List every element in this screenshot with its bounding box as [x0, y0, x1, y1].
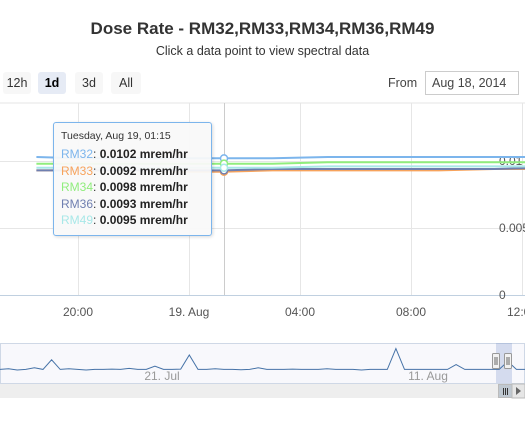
x-tick-label: 19. Aug — [169, 305, 210, 319]
chart-subtitle: Click a data point to view spectral data — [155, 44, 370, 58]
from-date-input[interactable]: Aug 18, 2014 — [425, 71, 519, 95]
tooltip-series-value: 0.0098 mrem/hr — [99, 180, 188, 194]
navigator-tick-label: 21. Jul — [144, 369, 179, 383]
tooltip-row-rm32: RM32: 0.0102 mrem/hr — [61, 146, 204, 163]
tooltip-series-name: RM49 — [61, 213, 94, 227]
scroll-right-arrow-icon — [516, 387, 521, 395]
x-tick-label: 08:00 — [396, 305, 426, 319]
from-label: From — [388, 76, 418, 90]
zoom-all-button[interactable]: All — [111, 72, 141, 94]
navigator-handle-right[interactable] — [504, 353, 512, 369]
tooltip-series-value: 0.0102 mrem/hr — [99, 147, 188, 161]
tooltip-separator: : — [93, 180, 100, 194]
tooltip-row-rm36: RM36: 0.0093 mrem/hr — [61, 196, 204, 213]
navigator-frame — [0, 343, 525, 384]
x-tick-label: 20:00 — [63, 305, 93, 319]
hover-marker-rm49 — [219, 163, 229, 172]
data-tooltip: Tuesday, Aug 19, 01:15 RM32: 0.0102 mrem… — [53, 122, 212, 236]
tooltip-series-value: 0.0095 mrem/hr — [99, 213, 188, 227]
tooltip-series-value: 0.0092 mrem/hr — [99, 163, 188, 178]
tooltip-series-name: RM34 — [61, 180, 94, 194]
tooltip-header: Tuesday, Aug 19, 01:15 — [61, 130, 171, 142]
tooltip-row-rm34: RM34: 0.0098 mrem/hr — [61, 179, 204, 196]
tooltip-separator: : — [93, 213, 100, 227]
tooltip-series-value: 0.0093 mrem/hr — [99, 196, 188, 211]
zoom-1d-button[interactable]: 1d — [38, 72, 66, 94]
navigator-tick-label: 11. Aug — [408, 369, 448, 383]
chart-title: Dose Rate - RM32,RM33,RM34,RM36,RM49 — [90, 19, 435, 38]
y-tick-label: 0 — [499, 288, 506, 302]
x-tick-label: 12:00 — [507, 305, 525, 319]
tooltip-series-name: RM32 — [61, 147, 94, 161]
y-tick-label: 0.005 — [499, 221, 525, 235]
tooltip-separator: : — [93, 147, 100, 161]
tooltip-row-rm49: RM49: 0.0095 mrem/hr — [61, 212, 204, 229]
tooltip-row-rm33: RM33: 0.0092 mrem/hr — [61, 163, 204, 180]
zoom-3d-button[interactable]: 3d — [75, 72, 103, 94]
navigator-handle-left[interactable] — [492, 353, 500, 369]
tooltip-separator: : — [93, 163, 100, 178]
navigator-scrollbar-track[interactable] — [0, 384, 525, 398]
zoom-12h-button[interactable]: 12h — [3, 72, 31, 94]
navigator-series-line — [0, 347, 525, 371]
x-tick-label: 04:00 — [285, 305, 315, 319]
tooltip-series-name: RM36 — [61, 196, 94, 211]
tooltip-series-name: RM33 — [61, 163, 94, 178]
tooltip-separator: : — [93, 196, 100, 211]
